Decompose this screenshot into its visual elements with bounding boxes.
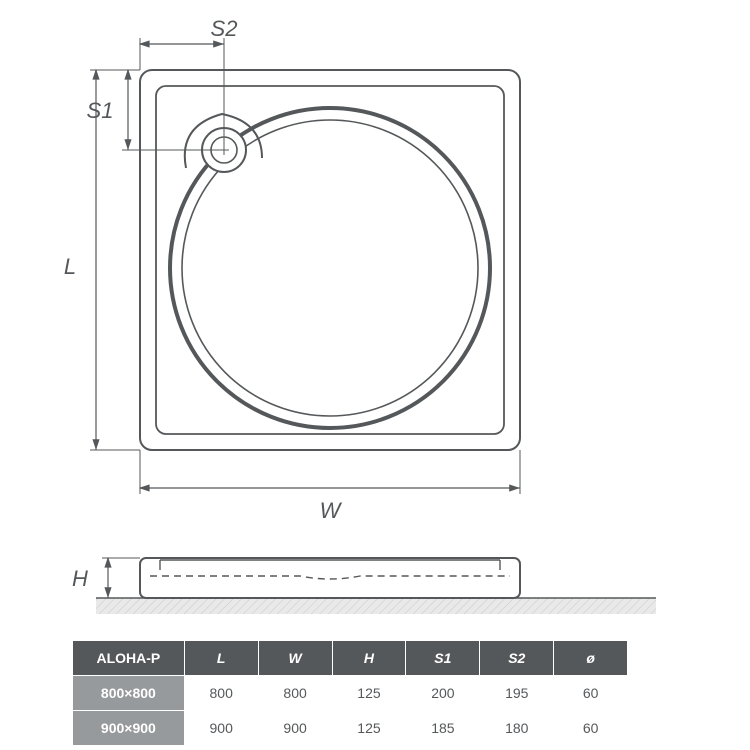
table-cell: 125 — [333, 711, 406, 745]
ground — [96, 598, 656, 614]
label-W: W — [320, 498, 343, 523]
table-header-S2: S2 — [480, 641, 553, 675]
top-view: L W S1 S2 — [64, 16, 520, 523]
table-cell: 60 — [554, 676, 627, 710]
table-header-W: W — [259, 641, 332, 675]
table-cell: 200 — [406, 676, 479, 710]
label-S1: S1 — [87, 98, 114, 123]
table-header-model: ALOHA-P — [73, 641, 184, 675]
table-cell: 800 — [185, 676, 258, 710]
label-S2: S2 — [211, 16, 238, 41]
table-header-ø: ø — [554, 641, 627, 675]
table-rowhead: 800×800 — [73, 676, 184, 710]
table-header-S1: S1 — [406, 641, 479, 675]
hidden-line — [150, 576, 510, 579]
tray-side — [140, 558, 520, 598]
side-view: H — [72, 558, 656, 614]
label-L: L — [64, 254, 76, 279]
table-cell: 185 — [406, 711, 479, 745]
dimension-table: ALOHA-PLWHS1S2ø800×800800800125200195609… — [72, 640, 628, 746]
table-cell: 180 — [480, 711, 553, 745]
table-rowhead: 900×900 — [73, 711, 184, 745]
table-header-H: H — [333, 641, 406, 675]
table-cell: 195 — [480, 676, 553, 710]
table-cell: 800 — [259, 676, 332, 710]
table-cell: 125 — [333, 676, 406, 710]
table-header-L: L — [185, 641, 258, 675]
table-cell: 60 — [554, 711, 627, 745]
table-cell: 900 — [259, 711, 332, 745]
label-H: H — [72, 566, 88, 591]
table-cell: 900 — [185, 711, 258, 745]
